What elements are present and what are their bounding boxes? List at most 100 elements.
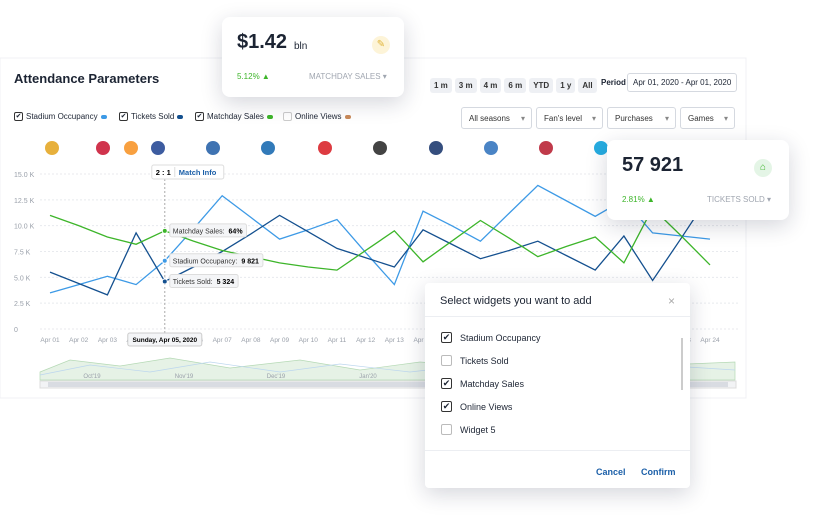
team-logo: [45, 141, 59, 155]
checkbox[interactable]: [441, 355, 452, 366]
tickets-label: TICKETS SOLD ▾: [707, 195, 772, 204]
legend-swatch: [266, 114, 273, 119]
x-tick-label: Apr 14: [413, 337, 433, 344]
date-label: Sunday, Apr 05, 2020: [132, 337, 197, 344]
range-button[interactable]: 3 m: [454, 78, 477, 93]
checkbox[interactable]: ✔: [195, 112, 204, 121]
option[interactable]: ✔ Stadium Occupancy: [441, 326, 541, 349]
x-tick-label: Apr 01: [40, 337, 60, 344]
team-logo: [594, 141, 608, 155]
dialog: Select widgets you want to add × ✔ Stadiu…: [425, 283, 690, 488]
tooltip-label: Stadium Occupancy:: [173, 258, 238, 265]
option[interactable]: ✔ Online Views: [441, 395, 541, 418]
filter-select[interactable]: Purchases: [607, 107, 676, 130]
tooltip-header: [151, 164, 225, 180]
legend-swatch: [344, 114, 351, 119]
period-label: Period: [601, 78, 626, 87]
revenue-change: 5.12% ▲: [237, 72, 270, 81]
team-logo: [373, 141, 387, 155]
checkbox[interactable]: ✔: [441, 378, 452, 389]
y-tick-label: 7.5 K: [14, 250, 31, 257]
tooltip-value: 64%: [229, 228, 244, 235]
navigator-label: Jan'20: [359, 374, 377, 380]
option-label: Stadium Occupancy: [460, 332, 541, 343]
x-tick-label: Apr 07: [213, 337, 233, 344]
legend-label: Matchday Sales: [207, 112, 264, 121]
team-logo: [429, 141, 443, 155]
team-logo: [261, 141, 275, 155]
range-button[interactable]: 4 m: [479, 78, 502, 93]
checkbox[interactable]: ✔: [441, 332, 452, 343]
range-button[interactable]: All: [578, 78, 597, 93]
divider: [425, 316, 690, 317]
option[interactable]: Tickets Sold: [441, 349, 541, 372]
x-tick-label: Apr 02: [69, 337, 89, 344]
y-tick-label: 0: [14, 327, 18, 334]
checkbox[interactable]: [441, 424, 452, 435]
option-label: Tickets Sold: [460, 355, 509, 366]
cancel-button[interactable]: Cancel: [596, 467, 626, 477]
match-score: 2 : 1: [156, 168, 171, 177]
revenue-card: $1.42 bln ✎ 5.12% ▲ MATCHDAY SALES ▾: [222, 17, 404, 97]
filter-select[interactable]: Games: [680, 107, 735, 130]
x-tick-label: Apr 12: [356, 337, 376, 344]
checkbox[interactable]: [283, 112, 292, 121]
team-logo: [484, 141, 498, 155]
x-tick-label: Apr 24: [700, 337, 720, 344]
navigator-label: Nov'19: [175, 374, 194, 380]
checkbox[interactable]: ✔: [441, 401, 452, 412]
option-label: Online Views: [460, 401, 513, 412]
filter-select[interactable]: All seasons: [461, 107, 532, 130]
revenue-value: $1.42: [237, 31, 288, 53]
legend-label: Stadium Occupancy: [26, 112, 98, 121]
range-button[interactable]: 6 m: [504, 78, 527, 93]
tooltip-box: Stadium Occupancy: 9 821: [169, 253, 264, 268]
legend-item[interactable]: ✔ Stadium Occupancy: [14, 112, 107, 121]
tooltip-box: Tickets Sold: 5 324: [169, 273, 239, 288]
x-tick-label: Apr 09: [270, 337, 290, 344]
tooltip-label: Tickets Sold:: [173, 279, 213, 286]
range-button[interactable]: 1 y: [556, 78, 576, 93]
tooltip-bg: [169, 223, 248, 238]
legend-item[interactable]: Online Views: [283, 112, 351, 121]
y-tick-label: 2.5 K: [14, 301, 31, 308]
y-tick-label: 5.0 K: [14, 275, 31, 282]
y-tick-label: 12.5 K: [14, 198, 35, 205]
tickets-change-value: 2.81%: [622, 195, 645, 204]
x-tick-label: Apr 03: [98, 337, 118, 344]
tooltip-bg: [169, 273, 239, 288]
option[interactable]: ✔ Matchday Sales: [441, 372, 541, 395]
option[interactable]: Widget 5: [441, 418, 541, 441]
tickets-change: 2.81% ▲: [622, 195, 655, 204]
checkbox[interactable]: ✔: [14, 112, 23, 121]
legend-item[interactable]: ✔ Tickets Sold: [119, 112, 184, 121]
team-logo: [318, 141, 332, 155]
legend-label: Tickets Sold: [131, 112, 175, 121]
divider: [425, 450, 690, 451]
series-line: [49, 184, 711, 294]
navigator-label: Dec'19: [267, 374, 286, 380]
tooltip-marker: [161, 278, 168, 285]
option-label: Widget 5: [460, 424, 496, 435]
match-info-link: Match Info: [179, 168, 217, 177]
confirm-button[interactable]: Confirm: [641, 467, 676, 477]
tooltip-value: 9 821: [241, 258, 259, 265]
x-tick-label: Apr 11: [328, 337, 347, 344]
revenue-unit: bln: [294, 41, 308, 52]
filter-select[interactable]: Fan's level: [536, 107, 603, 130]
y-tick-label: 15.0 K: [14, 172, 35, 179]
checkbox[interactable]: ✔: [119, 112, 128, 121]
dialog-close[interactable]: ×: [668, 294, 676, 308]
legend-swatch: [177, 114, 184, 119]
range-button[interactable]: YTD: [529, 78, 554, 93]
range-button[interactable]: 1 m: [430, 78, 452, 93]
option-label: Matchday Sales: [460, 378, 525, 389]
tooltip-value: 5 324: [217, 279, 235, 286]
tooltip-marker: [161, 257, 168, 264]
period-input[interactable]: Apr 01, 2020 - Apr 01, 2020: [627, 73, 738, 92]
legend-item[interactable]: ✔ Matchday Sales: [195, 112, 273, 121]
tooltip-marker: [161, 227, 168, 234]
team-logo: [96, 141, 110, 155]
